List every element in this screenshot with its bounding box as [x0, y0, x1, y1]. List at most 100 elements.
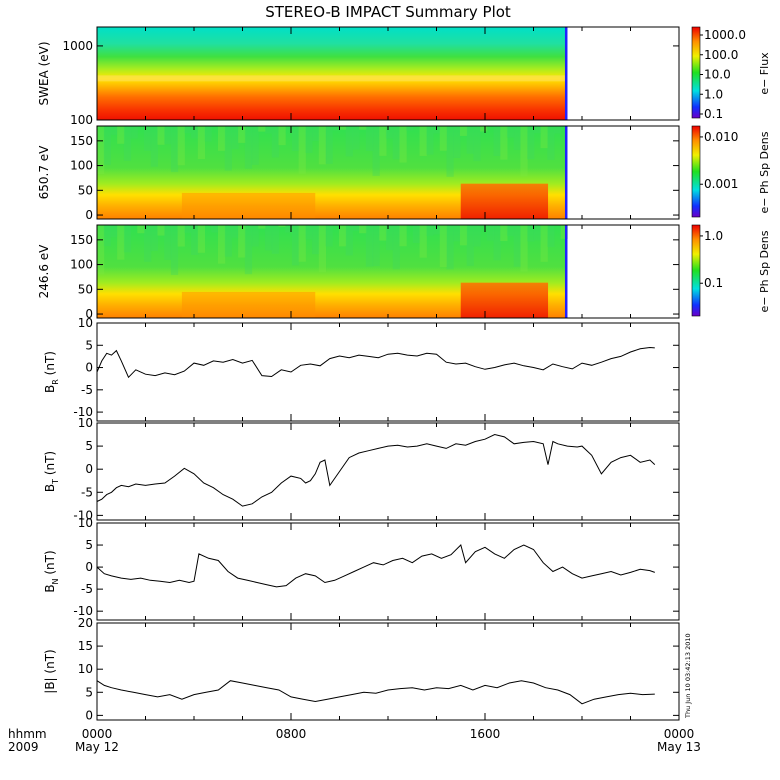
pad-streak	[150, 126, 158, 167]
y-tick-label: 5	[85, 338, 93, 352]
y-axis-label: 650.7 eV	[37, 145, 51, 200]
pad-streak	[439, 126, 447, 151]
pad-streak	[433, 225, 441, 235]
pad-streak	[318, 126, 327, 165]
pad-streak	[412, 225, 421, 244]
x-tick-label: 0800	[276, 727, 307, 741]
y-tick-label: 0	[85, 462, 93, 476]
timestamp-stamp: Thu Jun 10 03:42:13 2010	[684, 633, 692, 719]
pad-streak	[184, 225, 192, 233]
pad-streak	[298, 126, 306, 174]
pad-streak	[177, 126, 185, 166]
pad-streak	[486, 225, 495, 241]
pad-streak	[97, 225, 105, 275]
pad-streak	[426, 126, 434, 155]
colorbar	[691, 125, 701, 218]
bt-series-line	[96, 433, 656, 507]
pad-streak	[473, 225, 481, 247]
pad-streak	[312, 126, 320, 142]
pad-streak	[130, 126, 138, 139]
pad-streak	[520, 225, 528, 272]
pad-streak	[191, 225, 199, 255]
pad-streak	[271, 126, 279, 158]
pad-streak	[513, 126, 521, 150]
pad-streak	[513, 225, 521, 267]
pad-streak	[305, 126, 313, 153]
pad-streak	[453, 126, 461, 158]
x-row-label-hhmm: hhmm	[8, 727, 47, 741]
pad-streak	[144, 225, 152, 262]
y-tick-label: -5	[81, 383, 93, 397]
pad-streak	[554, 126, 562, 134]
y-tick-label: 50	[78, 183, 93, 197]
pad-high-density-blob	[460, 282, 549, 318]
colorbar-label: e− Flux	[758, 52, 771, 95]
pad-streak	[379, 126, 387, 156]
pad-streak	[446, 225, 454, 270]
pad-streak	[211, 225, 219, 233]
pad-streak	[110, 225, 118, 238]
pad-streak	[359, 126, 367, 130]
y-tick-label: 150	[70, 233, 93, 247]
pad-streak	[527, 126, 535, 160]
colorbar-tick-label: 1000.0	[704, 28, 746, 42]
y-tick-label: 10	[78, 662, 93, 676]
pad-streak	[278, 225, 286, 228]
pad-streak	[500, 225, 508, 242]
pad-streak	[480, 126, 488, 132]
pad-streak	[392, 126, 400, 160]
y-tick-label: 5	[85, 685, 93, 699]
bn-series-line	[96, 544, 655, 588]
pad-streak	[224, 225, 232, 257]
pad-streak	[345, 126, 353, 157]
pad-streak	[459, 225, 468, 246]
pad-streak	[493, 225, 501, 261]
x-axis-labels: hhmm 2009 0000 May 12 0800 1600 0000 May…	[8, 727, 701, 754]
colorbar-tick-label: 0.001	[704, 177, 738, 191]
colorbar-tick-label: 1.0	[704, 87, 723, 101]
y-tick-label: 0	[85, 361, 93, 375]
pad-streak	[540, 225, 548, 262]
data-end-edge	[564, 126, 568, 219]
line-panel-frame	[96, 322, 680, 422]
pad-streak	[493, 126, 501, 156]
data-end-edge	[564, 27, 568, 120]
pad-streak	[426, 225, 434, 236]
pad-streak	[271, 225, 279, 254]
y-axis-label: 246.6 eV	[37, 244, 51, 299]
pad-streak	[117, 126, 125, 144]
y-tick-label: 0	[85, 708, 93, 722]
pad-streak	[466, 126, 474, 154]
pad-streak	[305, 225, 313, 240]
pad-streak	[520, 126, 528, 177]
y-tick-label: 50	[78, 282, 93, 296]
colorbar-label: e− Ph Sp Dens	[758, 131, 771, 213]
pad-streak	[258, 225, 266, 229]
pad-streak	[332, 126, 340, 131]
pad-streak	[540, 126, 548, 149]
y-tick-label: 100	[70, 113, 93, 127]
data-end-edge	[564, 225, 568, 318]
y-axis-label: BR (nT)	[43, 351, 60, 393]
pad-streak	[157, 126, 165, 145]
pad-streak	[285, 225, 293, 233]
pad-streak	[325, 225, 333, 247]
y-tick-label: 150	[70, 134, 93, 148]
y-tick-label: 0	[85, 208, 93, 222]
pad-streak	[265, 225, 273, 251]
pad-streak	[406, 126, 414, 131]
pad-streak	[123, 126, 132, 161]
pad-streak	[500, 126, 508, 160]
pad-streak	[372, 126, 380, 176]
y-axis-label: |B| (nT)	[43, 649, 57, 693]
pad-streak	[318, 225, 327, 273]
pad-streak	[157, 225, 165, 236]
pad-streak	[453, 225, 461, 242]
colorbar	[691, 26, 701, 119]
y-tick-label: 10	[78, 316, 93, 330]
y-tick-label: 5	[85, 538, 93, 552]
pad-streak	[251, 126, 259, 165]
pad-mid-density-blob	[181, 291, 316, 318]
bmag-series-line	[96, 680, 655, 705]
